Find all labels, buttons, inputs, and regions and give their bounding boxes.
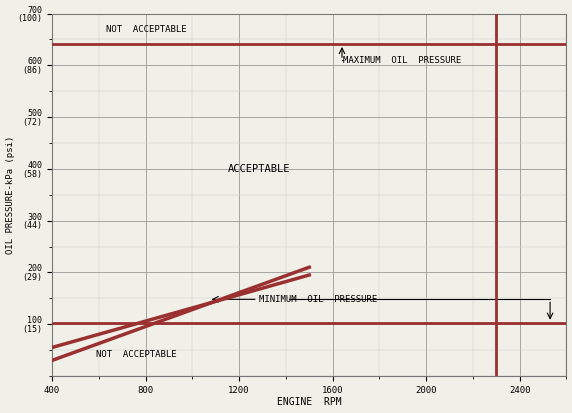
Text: MAXIMUM  OIL  PRESSURE: MAXIMUM OIL PRESSURE bbox=[343, 56, 462, 65]
Text: MINIMUM  OIL  PRESSURE: MINIMUM OIL PRESSURE bbox=[259, 295, 377, 304]
X-axis label: ENGINE  RPM: ENGINE RPM bbox=[277, 397, 341, 408]
Text: ACCEPTABLE: ACCEPTABLE bbox=[228, 164, 290, 174]
Y-axis label: OIL PRESSURE-kPa (psi): OIL PRESSURE-kPa (psi) bbox=[6, 135, 14, 254]
Text: NOT  ACCEPTABLE: NOT ACCEPTABLE bbox=[97, 350, 177, 359]
Text: NOT  ACCEPTABLE: NOT ACCEPTABLE bbox=[106, 25, 186, 33]
